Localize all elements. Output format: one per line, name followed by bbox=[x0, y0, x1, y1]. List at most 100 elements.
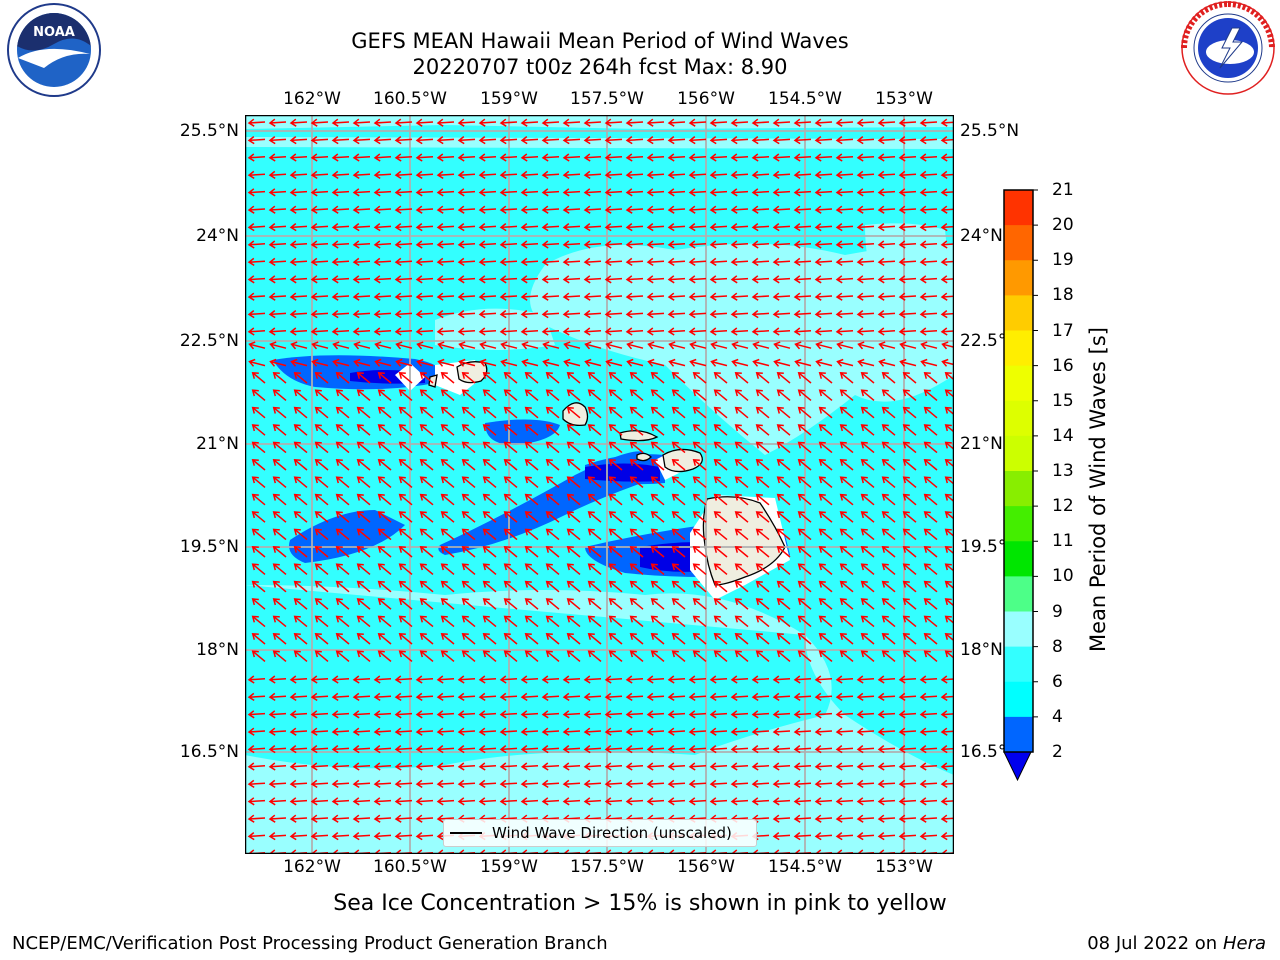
wave-direction-arrow bbox=[587, 441, 602, 454]
wave-direction-arrow bbox=[377, 511, 392, 523]
wave-direction-arrow bbox=[335, 424, 350, 436]
wave-direction-arrow bbox=[268, 170, 287, 180]
wave-direction-arrow bbox=[772, 257, 791, 267]
wave-direction-arrow bbox=[353, 358, 371, 367]
wave-direction-arrow bbox=[671, 615, 686, 628]
wave-direction-arrow bbox=[856, 153, 875, 162]
colorbar-tick-label: 21 bbox=[1052, 180, 1074, 200]
wave-direction-arrow bbox=[457, 205, 476, 214]
wave-direction-arrow bbox=[373, 797, 392, 806]
wave-direction-arrow bbox=[587, 476, 602, 488]
wave-direction-arrow bbox=[776, 493, 791, 506]
wave-direction-arrow bbox=[793, 327, 812, 336]
wave-direction-arrow bbox=[437, 358, 455, 367]
wave-direction-arrow bbox=[377, 598, 392, 610]
wave-direction-arrow bbox=[583, 223, 602, 232]
wave-direction-arrow bbox=[310, 240, 329, 249]
wave-direction-arrow bbox=[394, 797, 413, 806]
wave-direction-arrow bbox=[335, 493, 350, 506]
wave-direction-arrow bbox=[499, 327, 518, 336]
wave-direction-arrow bbox=[709, 153, 728, 162]
wave-direction-arrow bbox=[332, 341, 350, 350]
wave-direction-arrow bbox=[940, 779, 954, 789]
wave-direction-arrow bbox=[710, 358, 728, 367]
lat-tick-right: 21°N bbox=[960, 434, 1003, 454]
wave-direction-arrow bbox=[478, 762, 497, 771]
wave-direction-arrow bbox=[415, 675, 434, 684]
lon-tick-top: 157.5°W bbox=[570, 89, 644, 109]
wave-direction-arrow bbox=[671, 458, 686, 471]
wave-direction-arrow bbox=[772, 797, 791, 806]
wave-direction-arrow bbox=[835, 310, 854, 319]
wave-direction-arrow bbox=[688, 797, 707, 806]
wave-direction-arrow bbox=[839, 511, 854, 523]
wave-direction-arrow bbox=[734, 650, 749, 662]
wave-direction-arrow bbox=[440, 476, 455, 488]
wave-direction-arrow bbox=[835, 205, 854, 214]
wave-direction-arrow bbox=[373, 188, 392, 197]
wave-direction-arrow bbox=[734, 371, 749, 384]
wave-direction-arrow bbox=[776, 563, 791, 575]
wave-direction-arrow bbox=[377, 615, 392, 628]
wave-direction-arrow bbox=[815, 341, 833, 350]
wave-direction-arrow bbox=[650, 424, 665, 436]
wave-direction-arrow bbox=[251, 528, 266, 541]
wave-direction-arrow bbox=[755, 389, 770, 401]
wave-direction-arrow bbox=[646, 292, 665, 301]
wave-direction-arrow bbox=[314, 528, 329, 541]
wave-direction-arrow bbox=[583, 205, 602, 214]
wave-direction-arrow bbox=[629, 545, 644, 558]
wave-direction-arrow bbox=[772, 745, 791, 754]
wave-direction-arrow bbox=[772, 153, 791, 162]
wave-direction-arrow bbox=[293, 563, 308, 575]
wave-direction-arrow bbox=[478, 223, 497, 232]
wave-direction-arrow bbox=[730, 170, 749, 180]
wave-direction-arrow bbox=[331, 240, 350, 249]
wave-direction-arrow bbox=[734, 511, 749, 523]
wave-direction-arrow bbox=[356, 563, 371, 575]
wave-direction-arrow bbox=[251, 371, 266, 384]
wave-direction-arrow bbox=[331, 257, 350, 267]
wave-direction-arrow bbox=[436, 170, 455, 180]
light-region-north bbox=[435, 308, 555, 350]
wave-direction-arrow bbox=[457, 257, 476, 267]
wave-direction-arrow bbox=[289, 118, 308, 127]
wave-direction-arrow bbox=[541, 745, 560, 754]
wave-direction-arrow bbox=[608, 493, 623, 506]
wave-direction-arrow bbox=[394, 292, 413, 301]
wave-direction-arrow bbox=[419, 528, 434, 541]
wave-direction-arrow bbox=[419, 424, 434, 436]
wave-direction-arrow bbox=[860, 441, 875, 454]
wave-direction-arrow bbox=[818, 615, 833, 628]
wave-direction-arrow bbox=[272, 598, 287, 610]
wave-direction-arrow bbox=[856, 170, 875, 180]
wave-direction-arrow bbox=[545, 528, 560, 541]
wave-direction-arrow bbox=[562, 292, 581, 301]
lon-tick-top: 156°W bbox=[677, 89, 735, 109]
wave-direction-arrow bbox=[646, 692, 665, 702]
lon-tick-top: 154.5°W bbox=[768, 89, 842, 109]
wave-direction-arrow bbox=[835, 814, 854, 823]
noaa-logo-icon: NOAA bbox=[7, 3, 101, 97]
wave-direction-arrow bbox=[667, 136, 686, 145]
lat-tick-right: 16.5°N bbox=[960, 742, 1004, 762]
wave-direction-arrow bbox=[902, 371, 917, 384]
wave-direction-arrow bbox=[251, 458, 266, 471]
wave-direction-arrow bbox=[247, 762, 266, 771]
wave-direction-arrow bbox=[457, 692, 476, 702]
wave-direction-arrow bbox=[562, 710, 581, 719]
wave-direction-arrow bbox=[583, 727, 602, 736]
wave-direction-arrow bbox=[587, 528, 602, 541]
wave-direction-arrow bbox=[314, 371, 329, 384]
wave-direction-arrow bbox=[709, 727, 728, 736]
wave-direction-arrow bbox=[415, 762, 434, 771]
wave-direction-arrow bbox=[352, 727, 371, 736]
wave-direction-arrow bbox=[713, 615, 728, 628]
wave-direction-arrow bbox=[268, 832, 287, 841]
wave-direction-arrow bbox=[499, 762, 518, 771]
wave-direction-arrow bbox=[524, 528, 539, 541]
wave-direction-arrow bbox=[941, 341, 954, 350]
wave-direction-arrow bbox=[902, 493, 917, 506]
wave-direction-arrow bbox=[419, 615, 434, 628]
wave-direction-arrow bbox=[247, 692, 266, 702]
